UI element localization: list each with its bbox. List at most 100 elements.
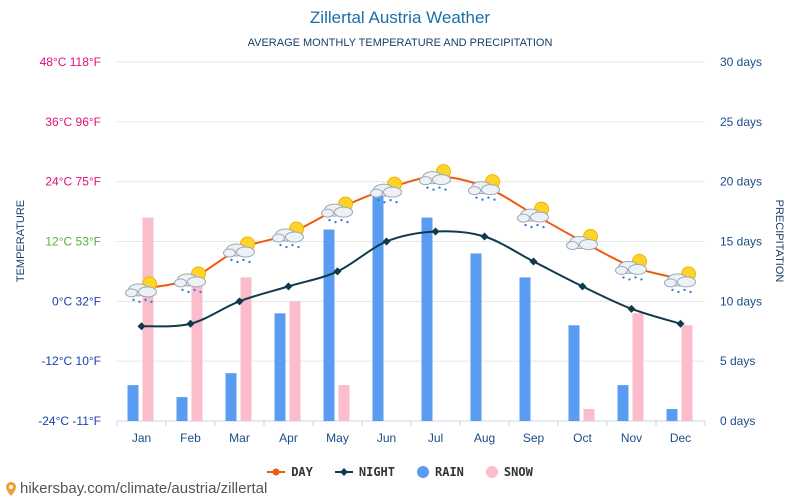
- cloud-shape: [223, 248, 236, 258]
- rain-drop: [671, 288, 674, 292]
- left-tick-label: -24°C -11°F: [38, 414, 101, 428]
- snow-bar: [681, 325, 693, 421]
- footer[interactable]: hikersbay.com/climate/austria/zillertal: [6, 480, 267, 497]
- rain-drop: [150, 300, 153, 304]
- left-tick-label: 36°C 96°F: [45, 115, 101, 129]
- night-point: [676, 319, 685, 328]
- rain-drop: [536, 223, 539, 227]
- cloud-shape: [566, 241, 579, 250]
- rain-drop: [328, 218, 331, 222]
- right-tick-label: 0 days: [720, 414, 755, 428]
- legend: DAY NIGHT RAIN SNOW: [0, 462, 800, 482]
- partly-cloudy-rain-icon: [272, 221, 304, 249]
- rain-drop: [340, 218, 343, 222]
- left-tick-label: 48°C 118°F: [40, 55, 101, 69]
- rain-drop: [230, 258, 233, 262]
- rain-bar: [323, 229, 335, 421]
- night-point: [382, 237, 391, 246]
- rain-drop: [438, 186, 441, 189]
- x-tick-label: Jul: [428, 431, 443, 445]
- cloud-shape: [321, 208, 334, 218]
- night-point: [333, 267, 342, 276]
- partly-cloudy-rain-icon: [468, 174, 500, 201]
- rain-legend-icon: [417, 466, 429, 478]
- x-tick-label: Sep: [523, 431, 545, 445]
- weather-icons: [125, 164, 696, 304]
- partly-cloudy-rain-icon: [223, 236, 255, 264]
- y-axis-label-left: TEMPERATURE: [15, 200, 27, 282]
- x-tick-label: Jan: [132, 431, 151, 445]
- rain-drop: [193, 288, 196, 292]
- rain-drop: [432, 188, 435, 191]
- rain-bar: [421, 217, 433, 421]
- grid: [116, 61, 706, 426]
- rain-drop: [683, 288, 686, 292]
- right-tick-label: 15 days: [720, 235, 762, 249]
- snow-bar: [240, 277, 252, 421]
- snow-bar: [632, 313, 644, 421]
- right-tick-label: 20 days: [720, 175, 762, 189]
- rain-drop: [542, 225, 545, 229]
- legend-item-day[interactable]: DAY: [267, 462, 313, 482]
- cloud-shape: [334, 206, 353, 218]
- right-tick-label: 5 days: [720, 354, 755, 368]
- cloud-shape: [125, 288, 138, 298]
- rain-drop: [622, 276, 625, 279]
- legend-item-night[interactable]: NIGHT: [334, 462, 395, 482]
- x-tick-label: Jun: [377, 431, 396, 445]
- rain-bar: [372, 193, 384, 421]
- cloud-shape: [138, 286, 157, 298]
- night-point: [627, 304, 636, 313]
- rain-drop: [297, 245, 300, 249]
- snow-bar: [289, 301, 301, 421]
- rain-bar: [127, 385, 139, 421]
- rain-bar: [666, 409, 678, 421]
- rain-drop: [426, 186, 429, 189]
- legend-item-snow[interactable]: SNOW: [485, 462, 533, 482]
- partly-cloudy-rain-icon: [615, 253, 647, 281]
- right-axis-ticks: 30 days 25 days 20 days 15 days 10 days 5 day…: [720, 55, 762, 428]
- cloud-shape: [236, 246, 255, 258]
- rain-bar: [519, 277, 531, 421]
- cloud-shape: [370, 188, 383, 198]
- rain-bar: [470, 253, 482, 421]
- chart-subtitle: AVERAGE MONTHLY TEMPERATURE AND PRECIPIT…: [248, 37, 553, 49]
- rain-drop: [144, 298, 147, 302]
- rain-drop: [395, 200, 398, 204]
- right-tick-label: 10 days: [720, 294, 762, 308]
- rain-drop: [444, 188, 447, 191]
- rain-drop: [530, 225, 533, 229]
- rain-drop: [481, 198, 484, 201]
- right-tick-label: 25 days: [720, 115, 762, 129]
- night-point: [186, 319, 195, 328]
- cloud-shape: [468, 186, 481, 196]
- cloud-shape: [579, 239, 598, 250]
- night-legend-icon: [334, 468, 353, 476]
- rain-drop: [377, 198, 380, 202]
- partly-cloudy-rain-icon: [125, 276, 157, 304]
- partly-cloudy-rain-icon: [664, 266, 696, 294]
- x-tick-label: May: [326, 431, 349, 445]
- rain-drop: [346, 220, 349, 224]
- legend-item-rain[interactable]: RAIN: [417, 462, 464, 482]
- x-tick-label: Oct: [573, 431, 592, 445]
- rain-bar: [274, 313, 286, 421]
- rain-drop: [628, 278, 631, 281]
- legend-label-day: DAY: [291, 465, 313, 479]
- x-tick-label: Nov: [621, 431, 642, 445]
- rain-drop: [187, 290, 190, 294]
- legend-label-rain: RAIN: [435, 465, 464, 479]
- night-line: [141, 230, 681, 328]
- night-point: [284, 282, 293, 291]
- rain-drop: [487, 196, 490, 199]
- footer-link[interactable]: hikersbay.com/climate/austria/zillertal: [20, 480, 268, 497]
- x-tick-label: Apr: [279, 431, 298, 445]
- rain-bar: [568, 325, 580, 421]
- cloud-shape: [677, 276, 696, 288]
- rain-drop: [285, 245, 288, 249]
- rain-drop: [291, 243, 294, 247]
- chart-title: Zillertal Austria Weather: [310, 8, 490, 27]
- cloud-shape: [615, 265, 628, 275]
- night-point: [480, 232, 489, 241]
